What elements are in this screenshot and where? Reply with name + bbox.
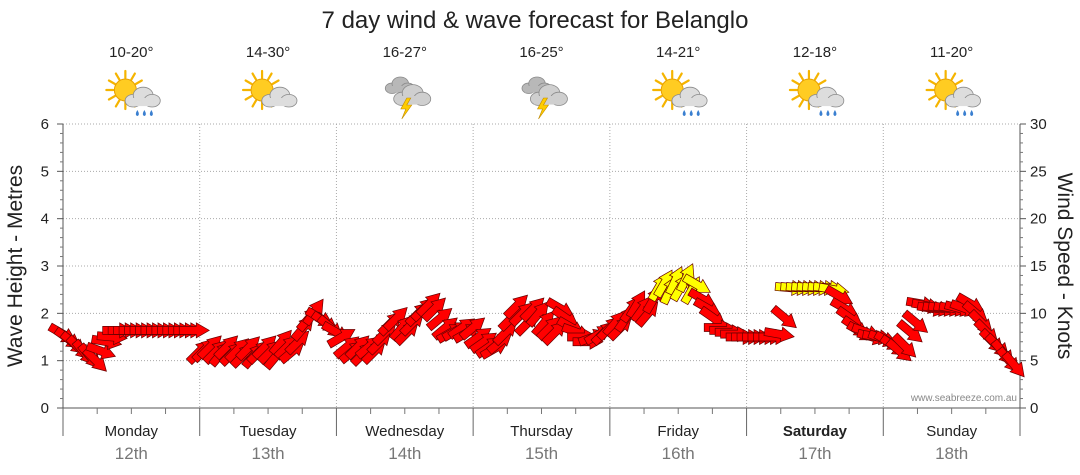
temperature-range: 14-30°	[246, 44, 290, 61]
wind-arrow	[901, 309, 929, 333]
wind-arrow	[763, 326, 795, 343]
wind-arrow	[770, 304, 797, 329]
storm-cloud-icon	[384, 76, 432, 120]
wind-arrow	[681, 273, 711, 293]
day-name-label: Saturday	[783, 423, 848, 440]
left-tick-label: 1	[41, 353, 49, 370]
day-labels: Monday 12th Tuesday 13th Wednesday 14th Thursd…	[105, 423, 978, 463]
sun-cloud-rain-icon	[105, 69, 161, 116]
left-tick-label: 4	[41, 211, 49, 228]
wind-arrow	[178, 322, 210, 339]
right-tick-label: 5	[1030, 353, 1038, 370]
day-date-label: 12th	[115, 444, 148, 463]
wind-arrow	[326, 329, 356, 349]
day-date-label: 18th	[935, 444, 968, 463]
day-date-label: 16th	[662, 444, 695, 463]
day-date-label: 14th	[388, 444, 421, 463]
wind-arrow	[85, 341, 117, 360]
wind-arrow	[502, 294, 528, 320]
right-tick-label: 30	[1030, 116, 1047, 133]
wind-arrows	[47, 263, 1025, 378]
right-tick-label: 20	[1030, 211, 1047, 228]
wind-arrow	[525, 301, 549, 328]
temperature-range: 12-18°	[793, 44, 837, 61]
sun-cloud-icon	[241, 69, 298, 111]
day-name-label: Monday	[105, 423, 159, 440]
temperature-range: 14-21°	[656, 44, 700, 61]
wind-arrow	[458, 317, 486, 341]
site-credit: www.seabreeze.com.au	[910, 393, 1017, 404]
chart-title: 7 day wind & wave forecast for Belanglo	[322, 7, 749, 34]
right-axis-title: Wind Speed - Knots	[1053, 173, 1076, 360]
temperature-range: 10-20°	[109, 44, 153, 61]
left-tick-label: 3	[41, 258, 49, 275]
sun-cloud-rain-icon	[788, 69, 845, 116]
day-name-label: Thursday	[510, 423, 573, 440]
day-date-label: 13th	[252, 444, 285, 463]
right-tick-label: 10	[1030, 305, 1047, 322]
day-name-label: Friday	[657, 423, 699, 440]
left-axis-title: Wave Height - Metres	[4, 165, 27, 367]
temperature-range: 11-20°	[930, 44, 973, 61]
grid-lines	[63, 123, 1020, 408]
temperature-range: 16-27°	[383, 44, 427, 61]
storm-cloud-icon	[521, 76, 568, 120]
left-tick-label: 2	[41, 305, 49, 322]
wind-arrow	[425, 307, 453, 332]
day-name-label: Wednesday	[365, 423, 444, 440]
temperature-labels: 10-20° 14-30° 16-27° 16-25° 14-21° 12-18° 11-2…	[109, 44, 973, 61]
left-tick-label: 6	[41, 116, 49, 133]
day-name-label: Sunday	[926, 423, 977, 440]
right-axis-ticks: 0 5 10 15 20 25 30	[1020, 116, 1047, 417]
day-date-label: 17th	[798, 444, 831, 463]
left-axis-ticks: 0 1 2 3 4 5 6	[41, 116, 63, 417]
wind-arrow	[1001, 350, 1025, 378]
day-date-label: 15th	[525, 444, 558, 463]
right-tick-label: 0	[1030, 400, 1038, 417]
weather-icons	[105, 69, 981, 120]
x-axis-ticks	[62, 408, 1021, 436]
right-tick-label: 25	[1030, 163, 1047, 180]
sun-cloud-rain-icon	[925, 69, 981, 116]
day-name-label: Tuesday	[240, 423, 297, 440]
right-tick-label: 15	[1030, 258, 1047, 275]
left-tick-label: 0	[41, 400, 49, 417]
sun-cloud-rain-icon	[652, 69, 708, 116]
wind-arrow	[891, 332, 917, 358]
wind-arrow	[420, 297, 446, 323]
wind-arrow	[382, 306, 408, 332]
temperature-range: 16-25°	[519, 44, 563, 61]
left-tick-label: 5	[41, 163, 49, 180]
